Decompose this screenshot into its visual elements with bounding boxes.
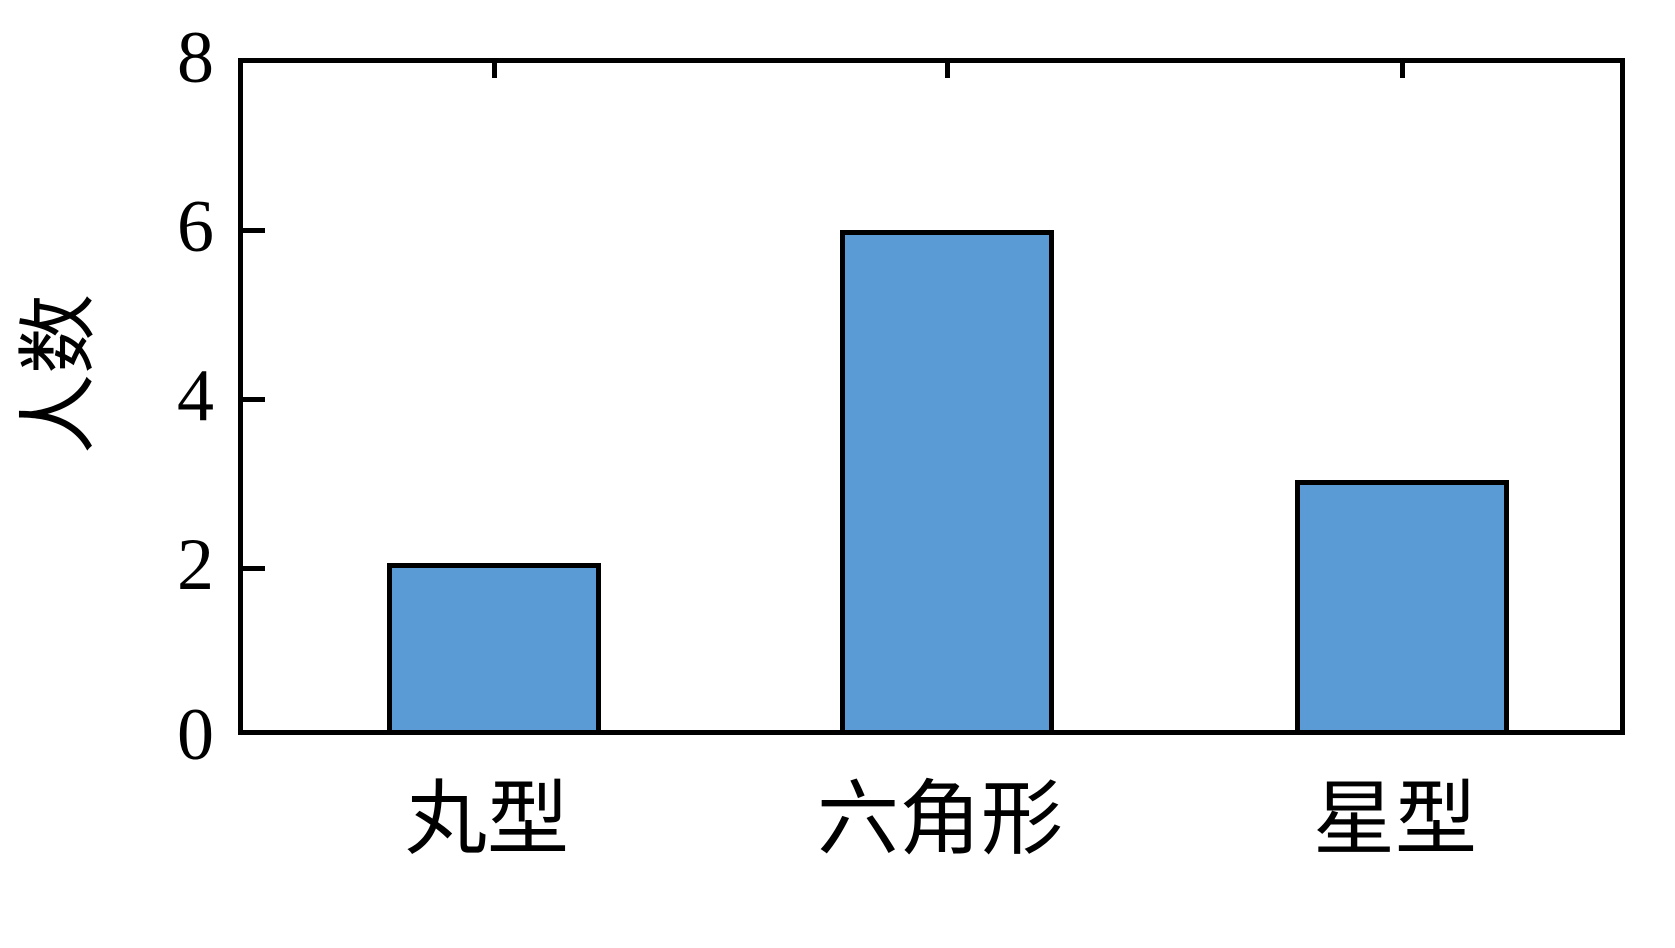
bar-hoshigata[interactable] xyxy=(1295,479,1509,735)
x-tick-mark-2 xyxy=(945,62,950,78)
y-tick-label-2: 2 xyxy=(177,524,214,606)
y-tick-label-8: 8 xyxy=(177,17,214,99)
y-tick-mark-2 xyxy=(243,566,265,571)
y-axis-title: 人数 xyxy=(16,294,104,454)
y-tick-label-0: 0 xyxy=(177,694,214,776)
plot-area xyxy=(238,58,1625,735)
y-tick-mark-6 xyxy=(243,228,265,233)
y-axis-tick-labels: 8 6 4 2 0 xyxy=(0,0,214,948)
x-tick-label-hoshigata: 星型 xyxy=(1312,774,1477,865)
x-tick-label-rokkakkei: 六角形 xyxy=(816,774,1063,865)
x-tick-mark-3 xyxy=(1400,62,1405,78)
y-tick-label-6: 6 xyxy=(177,186,214,268)
x-tick-label-marugata: 丸型 xyxy=(404,774,569,865)
bar-marugata[interactable] xyxy=(387,563,601,735)
y-tick-label-4: 4 xyxy=(177,355,214,437)
x-tick-mark-1 xyxy=(492,62,497,78)
y-tick-mark-4 xyxy=(243,397,265,402)
bar-rokkakkei[interactable] xyxy=(840,229,1054,735)
